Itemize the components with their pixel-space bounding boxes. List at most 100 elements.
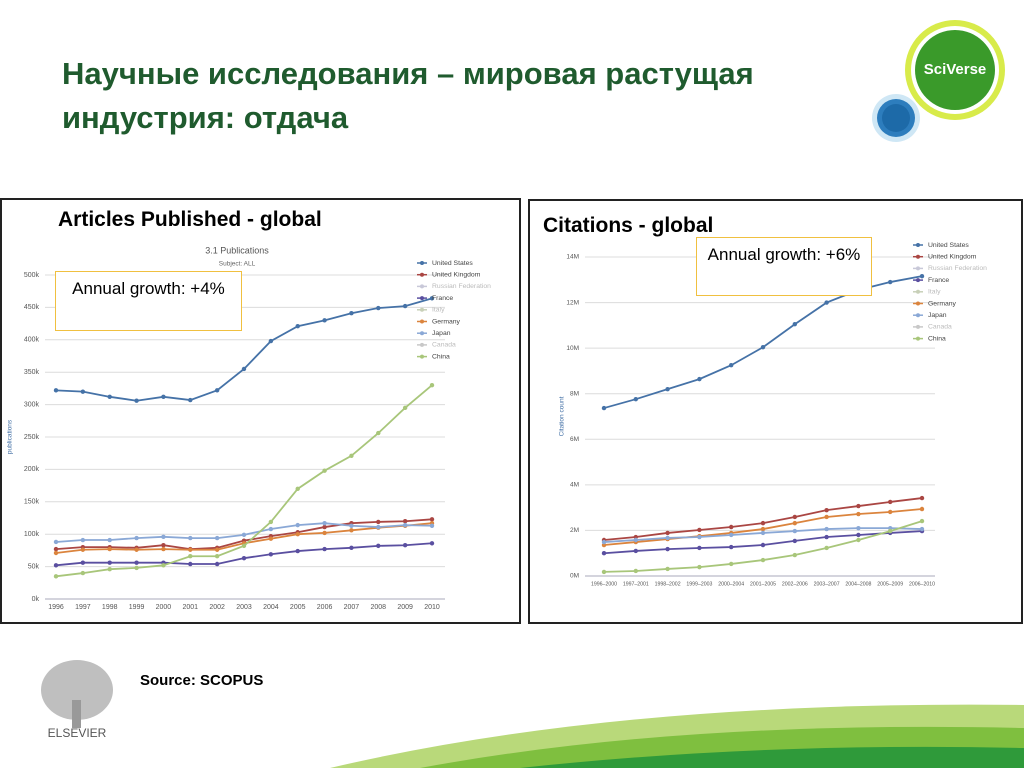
data-point bbox=[888, 279, 893, 285]
legend-label: Russian Federation bbox=[432, 283, 491, 290]
data-point bbox=[161, 563, 166, 568]
data-point bbox=[856, 532, 861, 538]
data-point bbox=[53, 550, 59, 556]
data-point bbox=[295, 522, 300, 528]
data-point bbox=[80, 537, 86, 543]
y-tick-label: 10M bbox=[566, 345, 579, 352]
y-axis-title: Citation count bbox=[559, 396, 566, 436]
data-point bbox=[824, 300, 829, 305]
x-tick-label: 2008 bbox=[370, 604, 386, 611]
y-tick-label: 0k bbox=[32, 596, 40, 603]
legend-label: Italy bbox=[928, 289, 941, 296]
data-point bbox=[856, 525, 861, 531]
legend-label: France bbox=[928, 277, 949, 284]
x-tick-label: 1998–2002 bbox=[655, 581, 681, 587]
x-tick-label: 1996 bbox=[48, 604, 64, 611]
data-point bbox=[760, 530, 766, 536]
data-point bbox=[268, 338, 274, 344]
data-point bbox=[161, 546, 166, 552]
data-point bbox=[268, 526, 274, 532]
x-tick-label: 2005–2009 bbox=[877, 581, 903, 587]
data-point bbox=[697, 376, 702, 382]
y-tick-label: 300k bbox=[24, 401, 40, 408]
data-point bbox=[601, 551, 607, 556]
legend-swatch bbox=[420, 331, 424, 336]
panel-frame bbox=[528, 199, 1023, 624]
data-point bbox=[376, 305, 381, 311]
data-point bbox=[429, 517, 435, 522]
data-point bbox=[824, 534, 829, 540]
legend-label: Japan bbox=[432, 330, 451, 337]
data-point bbox=[349, 528, 354, 533]
data-point bbox=[376, 543, 381, 549]
data-point bbox=[241, 555, 247, 561]
legend-swatch bbox=[420, 272, 424, 277]
data-point bbox=[824, 526, 829, 532]
data-point bbox=[919, 273, 925, 279]
data-point bbox=[53, 546, 59, 552]
data-point bbox=[241, 366, 247, 372]
data-point bbox=[322, 530, 327, 536]
y-tick-label: 150k bbox=[24, 499, 40, 506]
annotation: Annual growth: +4% bbox=[55, 271, 242, 331]
data-point bbox=[107, 394, 112, 400]
legend-label: United States bbox=[432, 260, 473, 267]
data-point bbox=[792, 322, 797, 327]
y-tick-label: 350k bbox=[24, 369, 40, 376]
x-tick-label: 2002 bbox=[209, 604, 225, 611]
data-point bbox=[633, 568, 638, 574]
legend-label: France bbox=[432, 295, 453, 302]
data-point bbox=[161, 543, 166, 548]
data-point bbox=[134, 565, 139, 571]
data-point bbox=[80, 560, 86, 565]
data-point bbox=[856, 503, 861, 509]
decor-swoosh bbox=[520, 746, 1024, 768]
data-point bbox=[824, 514, 829, 520]
source-note: Source: SCOPUS bbox=[140, 672, 264, 689]
chart-title: 3.1 Publications bbox=[205, 245, 269, 255]
publisher-logo: ELSEVIER bbox=[41, 660, 113, 740]
x-tick-label: 1999–2003 bbox=[686, 581, 712, 587]
data-point bbox=[633, 548, 638, 554]
x-tick-label: 2004 bbox=[263, 604, 279, 611]
data-point bbox=[760, 542, 766, 548]
legend-swatch bbox=[420, 261, 424, 265]
data-point bbox=[188, 397, 193, 403]
legend-label: Canada bbox=[928, 324, 952, 331]
data-point bbox=[760, 557, 766, 563]
x-tick-label: 2003–2007 bbox=[814, 581, 840, 587]
data-point bbox=[268, 552, 274, 557]
data-point bbox=[80, 389, 86, 394]
logo-bubble bbox=[882, 104, 910, 132]
x-tick-label: 2007 bbox=[344, 604, 360, 611]
data-point bbox=[376, 519, 381, 525]
legend-label: Germany bbox=[432, 318, 461, 325]
legend-swatch bbox=[916, 336, 920, 341]
panel-heading: Articles Published - global bbox=[58, 208, 322, 231]
x-tick-label: 1998 bbox=[102, 604, 118, 611]
y-tick-label: 0M bbox=[570, 573, 579, 580]
data-point bbox=[665, 530, 670, 536]
data-point bbox=[601, 569, 607, 575]
data-point bbox=[134, 535, 139, 541]
data-point bbox=[349, 311, 354, 316]
data-point bbox=[188, 561, 193, 567]
y-tick-label: 100k bbox=[24, 531, 40, 538]
data-point bbox=[322, 524, 327, 530]
data-point bbox=[856, 511, 861, 517]
data-point bbox=[188, 554, 193, 559]
data-point bbox=[888, 528, 893, 534]
data-point bbox=[134, 560, 139, 565]
data-point bbox=[919, 518, 925, 524]
chart-subtitle: Subject: ALL bbox=[219, 261, 256, 268]
data-point bbox=[665, 566, 670, 572]
data-point bbox=[792, 520, 797, 526]
legend-label: China bbox=[928, 335, 946, 342]
legend-label: China bbox=[432, 353, 450, 360]
data-point bbox=[760, 526, 766, 532]
data-point bbox=[760, 345, 766, 350]
data-point bbox=[697, 527, 702, 533]
data-point bbox=[188, 547, 193, 552]
y-tick-label: 12M bbox=[566, 299, 579, 306]
data-point bbox=[107, 546, 112, 552]
